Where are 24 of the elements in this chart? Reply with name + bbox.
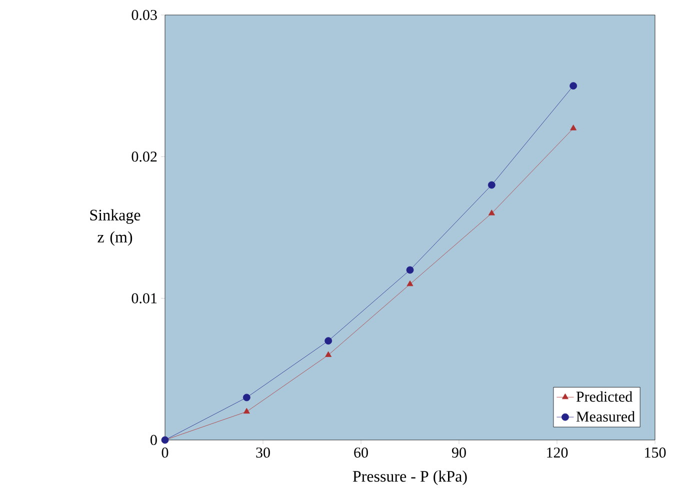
point xyxy=(243,408,250,414)
point xyxy=(242,394,250,402)
x-axis-title: Pressure - P (kPa) xyxy=(352,470,467,486)
y-tick-label: 0.03 xyxy=(132,10,157,20)
y-tick-label: 0.01 xyxy=(132,293,157,304)
x-tick-label: 30 xyxy=(256,448,270,458)
legend-label: Measured xyxy=(576,411,635,422)
x-tick-label: 0 xyxy=(162,448,168,458)
point xyxy=(325,351,332,357)
point xyxy=(488,210,495,216)
x-tick-label: 90 xyxy=(452,448,466,458)
x-tick-label: 120 xyxy=(547,448,568,458)
point xyxy=(570,124,577,130)
y-axis-title: Sinkage z (m) xyxy=(90,209,140,246)
legend-label: Predicted xyxy=(576,391,632,402)
point xyxy=(488,181,496,189)
point xyxy=(406,280,414,286)
y-tick-label: 0 xyxy=(150,434,157,446)
point xyxy=(406,266,414,274)
x-tick-label: 60 xyxy=(354,448,368,458)
point xyxy=(324,337,332,345)
y-tick-label: 0.02 xyxy=(132,152,157,162)
point xyxy=(570,82,578,90)
x-tick-label: 150 xyxy=(645,448,666,458)
